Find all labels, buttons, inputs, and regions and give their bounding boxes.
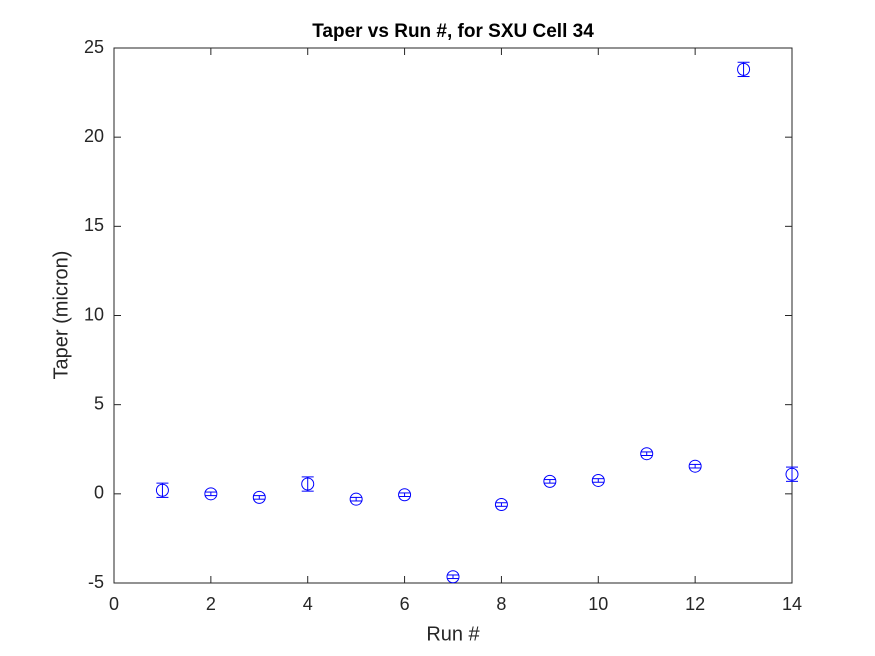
y-tick-label: 0 — [94, 483, 104, 503]
x-tick-label: 0 — [109, 594, 119, 614]
point — [252, 490, 266, 504]
x-tick-label: 12 — [685, 594, 705, 614]
y-tick-label: -5 — [88, 572, 104, 592]
x-tick-label: 6 — [400, 594, 410, 614]
point — [737, 62, 751, 76]
x-tick-label: 10 — [588, 594, 608, 614]
point — [640, 447, 654, 461]
x-axis-label: Run # — [426, 623, 480, 645]
y-tick-label: 15 — [84, 215, 104, 235]
chart-title: Taper vs Run #, for SXU Cell 34 — [312, 21, 594, 42]
x-tick-label: 2 — [206, 594, 216, 614]
point — [349, 492, 363, 506]
point — [785, 467, 799, 481]
point — [688, 459, 702, 473]
point — [301, 477, 315, 491]
y-tick-label: 20 — [84, 126, 104, 146]
point — [398, 488, 412, 502]
y-tick-label: 5 — [94, 393, 104, 413]
y-tick-label: 10 — [84, 304, 104, 324]
x-tick-label: 8 — [496, 594, 506, 614]
x-tick-label: 4 — [303, 594, 313, 614]
point — [155, 483, 169, 497]
y-tick-label: 25 — [84, 37, 104, 57]
point — [591, 473, 605, 487]
point — [543, 474, 557, 488]
y-axis-label: Taper (micron) — [50, 251, 72, 380]
x-tick-label: 14 — [782, 594, 802, 614]
point — [204, 487, 218, 501]
point — [446, 570, 460, 584]
plot-area — [113, 47, 793, 584]
point — [494, 498, 508, 512]
